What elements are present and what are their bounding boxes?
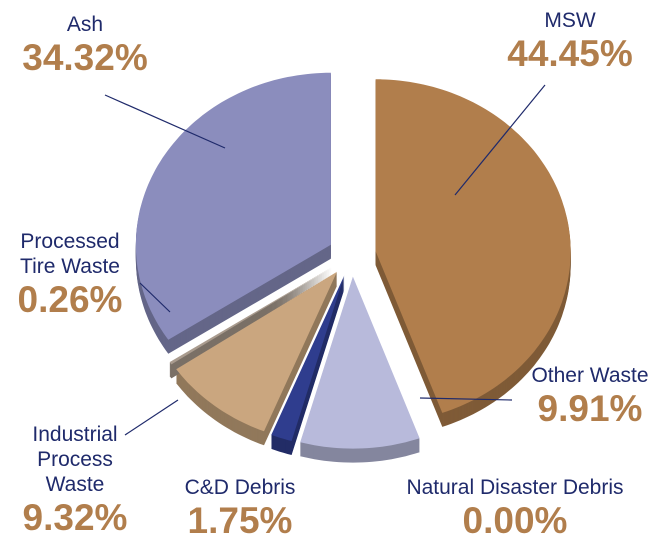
category-label: Other Waste	[531, 364, 649, 387]
value-label: 9.32%	[22, 497, 128, 538]
slice	[271, 275, 345, 441]
category-label: Industrial Process Waste	[32, 423, 118, 496]
slice	[176, 271, 337, 432]
leader-line	[454, 84, 546, 196]
label: Processed Tire Waste 0.26%	[5, 229, 135, 321]
label: C&D Debris 1.75%	[170, 475, 310, 542]
slice	[375, 79, 571, 413]
label: Natural Disaster Debris 0.00%	[385, 475, 645, 542]
slice-side	[169, 272, 333, 370]
category-label: Ash	[66, 13, 104, 36]
leader-line	[419, 397, 513, 401]
label: Industrial Process Waste 9.32%	[15, 422, 135, 539]
slice	[300, 276, 420, 449]
value-label: 34.32%	[22, 37, 148, 78]
value-label: 44.45%	[507, 33, 633, 74]
slice	[169, 267, 333, 365]
value-label: 0.00%	[462, 500, 568, 541]
slice-side	[169, 271, 333, 369]
value-label: 9.91%	[537, 388, 643, 429]
category-label: MSW	[544, 9, 596, 32]
category-label: Natural Disaster Debris	[406, 476, 624, 499]
value-label: 0.26%	[17, 279, 123, 320]
label: Ash 34.32%	[20, 12, 150, 79]
value-label: 1.75%	[187, 500, 293, 541]
leader-line	[124, 399, 179, 436]
slice-side	[169, 274, 333, 372]
slice-side	[169, 269, 333, 367]
leader-line	[139, 282, 171, 313]
label: Other Waste 9.91%	[515, 363, 665, 430]
category-label: Processed Tire Waste	[20, 230, 120, 278]
category-label: C&D Debris	[184, 476, 296, 499]
slice-side	[169, 268, 333, 366]
slice-side	[169, 270, 333, 368]
label: MSW 44.45%	[495, 8, 645, 75]
slice-side	[169, 273, 333, 371]
slice	[135, 72, 331, 340]
leader-line	[104, 94, 226, 149]
